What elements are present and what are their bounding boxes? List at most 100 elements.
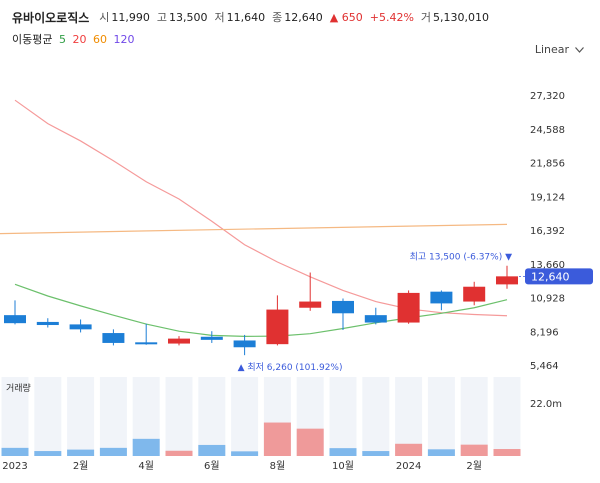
ma5-line — [14, 283, 508, 337]
candle-body — [69, 324, 92, 330]
candle — [200, 331, 223, 343]
volume-value: 5,130,010 — [433, 10, 490, 24]
low-annotation: ▲ 최저 6,260 (101.92%) — [238, 362, 343, 373]
price-tick-label: 5,464 — [530, 361, 559, 372]
price-tick-label: 19,124 — [530, 192, 565, 203]
time-tick-label: 2024 — [396, 461, 421, 472]
candle-body — [4, 315, 26, 324]
low-value: 11,640 — [226, 10, 266, 24]
volume-bar — [34, 451, 62, 456]
volume-column-bg — [67, 377, 95, 456]
ma-120: 120 — [113, 33, 135, 46]
volume-column-bg — [329, 377, 357, 456]
annotations: 12,640 최고 13,500 (-6.37%) ▼ ▲ 최저 6,260 (10… — [238, 252, 593, 373]
candle — [36, 318, 59, 328]
high-label: 고 — [156, 11, 168, 24]
price-tick-label: 8,196 — [530, 327, 559, 338]
time-tick-label: 2월 — [466, 460, 482, 472]
time-axis: 2023 2월 4월 6월 8월 10월 2024 2월 — [2, 460, 482, 472]
scale-dropdown[interactable]: Linear — [535, 43, 584, 56]
ma20-line — [14, 99, 508, 317]
candle-body — [36, 321, 59, 326]
candle — [102, 329, 125, 346]
close-label: 종 — [272, 11, 283, 24]
price-tick-label: 24,588 — [530, 125, 565, 136]
moving-average-label: 이동평균 — [12, 33, 53, 46]
candle-body — [168, 338, 190, 344]
candle — [233, 334, 256, 356]
time-tick-label: 2월 — [73, 460, 89, 472]
volume-bar — [1, 447, 29, 456]
candle — [496, 265, 518, 289]
price-tick-label: 16,392 — [530, 226, 565, 237]
scale-label: Linear — [534, 43, 569, 56]
moving-average-legend[interactable]: 이동평균 5 20 60 120 — [12, 31, 137, 47]
volume-bar — [263, 422, 291, 456]
price-tick-label: 13,660 — [530, 260, 565, 271]
volume-column-bg — [165, 377, 193, 456]
price-tick-label: 27,320 — [530, 91, 565, 102]
ma60-line — [0, 223, 508, 235]
candles — [4, 265, 518, 356]
candle — [332, 298, 354, 330]
candle — [397, 290, 420, 324]
volume-column-bg — [99, 377, 127, 456]
close-value: 12,640 — [284, 10, 323, 24]
open-label: 시 — [99, 11, 110, 24]
candle-body — [397, 292, 420, 323]
price-tick-label: 21,856 — [530, 159, 565, 170]
volume-column-bg — [427, 377, 455, 456]
candle-body — [364, 315, 387, 323]
low-label: 저 — [214, 11, 225, 24]
ma-60: 60 — [92, 33, 107, 46]
time-tick-label: 8월 — [270, 460, 286, 472]
candle-body — [135, 342, 158, 345]
volume-label: 거 — [420, 11, 432, 24]
current-price-label: 12,640 — [531, 270, 570, 283]
volume-bar — [231, 451, 259, 456]
volume-column-bg — [198, 377, 226, 456]
volume-scale-label: 22.0m — [530, 399, 562, 410]
stock-name: 유바이오로직스 — [12, 10, 90, 25]
time-tick-label: 10월 — [332, 460, 354, 472]
candle — [299, 272, 322, 311]
volume-bar — [165, 450, 193, 456]
current-price-badge — [525, 268, 593, 285]
time-tick-label: 4월 — [138, 460, 154, 472]
candle — [4, 300, 26, 325]
time-tick-label: 2023 — [2, 461, 27, 472]
volume-column-bg — [493, 377, 521, 456]
volume-column-bg — [395, 377, 423, 456]
candle-body — [102, 333, 125, 343]
volume-column-bg — [362, 377, 390, 456]
volume-bar — [427, 449, 455, 456]
volume-bar — [329, 448, 357, 456]
candle — [463, 281, 486, 306]
candle — [135, 323, 158, 345]
volume-panel: 거래량 22.0m — [1, 377, 562, 456]
volume-bar — [99, 447, 127, 456]
time-tick-label: 6월 — [204, 460, 220, 472]
high-annotation: 최고 13,500 (-6.37%) ▼ — [410, 252, 512, 263]
quote-header: 유바이오로직스 시 11,990 고 13,500 저 11,640 종 12,640 … — [12, 8, 496, 26]
volume-bar — [395, 443, 423, 456]
candle-body — [266, 309, 289, 345]
volume-bar — [296, 428, 324, 456]
ma-20: 20 — [72, 33, 87, 46]
volume-column-bg — [231, 377, 259, 456]
chevron-down-icon — [575, 46, 584, 53]
candle-body — [233, 340, 256, 348]
candle-body — [200, 336, 223, 340]
volume-bar — [362, 451, 390, 456]
volume-bar — [493, 449, 521, 456]
candle-body — [299, 301, 322, 308]
volume-column-bg — [1, 377, 29, 456]
ma-5: 5 — [58, 33, 66, 46]
change-value: ▲ 650 — [329, 10, 363, 24]
volume-bar — [460, 444, 488, 456]
moving-average-lines — [0, 99, 508, 337]
volume-bar — [67, 449, 95, 456]
candle-body — [332, 300, 354, 314]
volume-label: 거래량 — [6, 382, 31, 394]
